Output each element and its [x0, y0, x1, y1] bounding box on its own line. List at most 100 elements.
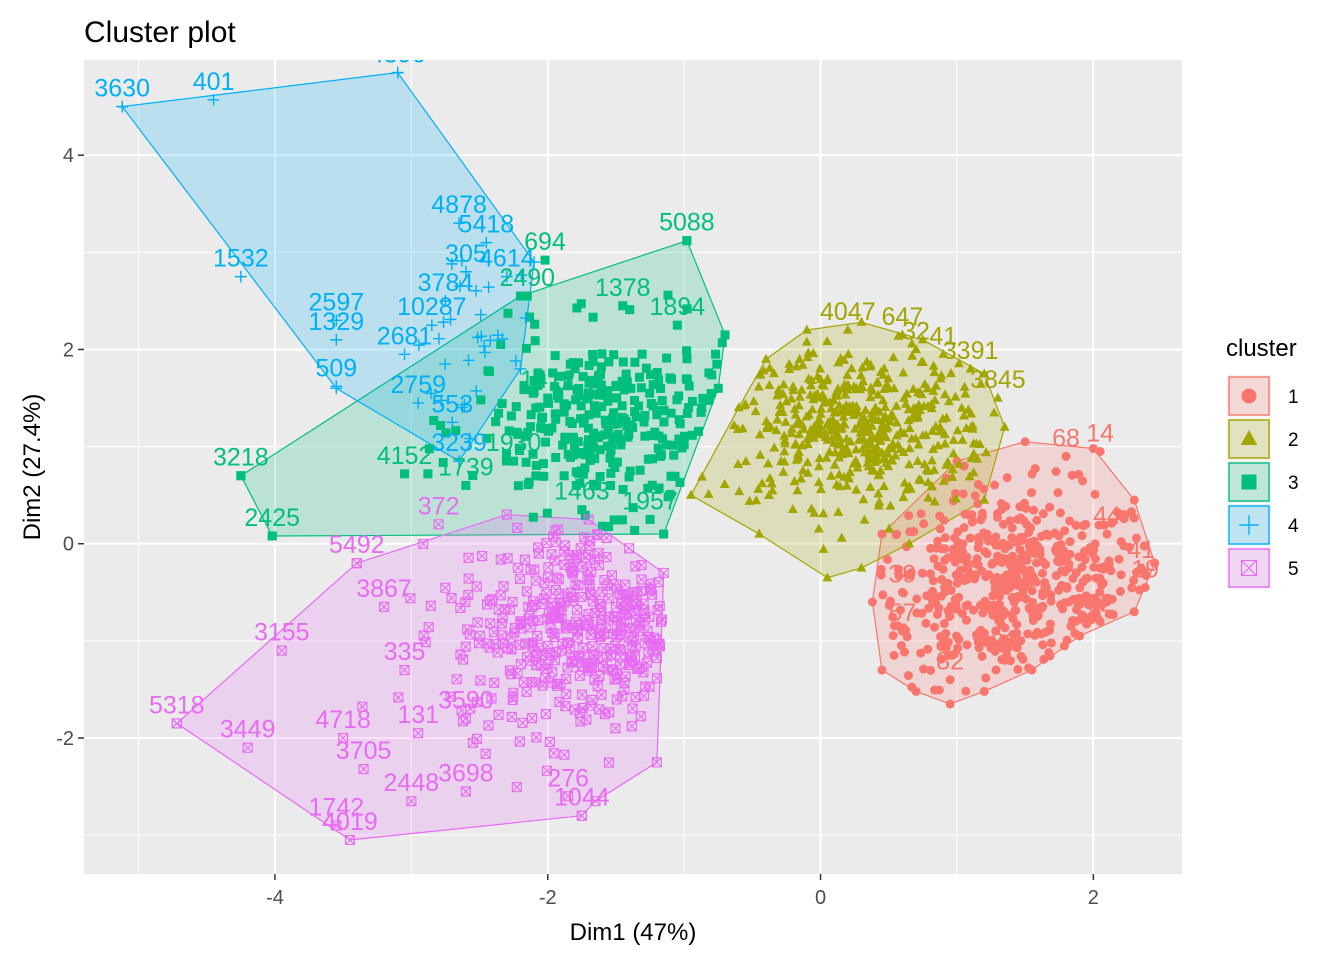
- data-point: [509, 355, 522, 367]
- data-point: [947, 464, 958, 474]
- data-point: [959, 461, 969, 471]
- point-label: 3867: [356, 575, 412, 603]
- data-point: [780, 416, 791, 426]
- data-point: [538, 593, 549, 604]
- data-point: [482, 281, 495, 294]
- data-point: [491, 417, 501, 427]
- data-point: [842, 369, 853, 379]
- data-point: [546, 549, 557, 560]
- data-point: [891, 400, 902, 410]
- data-point: [861, 439, 872, 449]
- data-point: [945, 675, 955, 685]
- legend: cluster 1 2 3 4 5: [1226, 335, 1299, 589]
- data-point: [988, 558, 998, 568]
- data-point: [659, 529, 669, 539]
- data-point: [338, 732, 349, 744]
- data-point: [779, 430, 790, 440]
- data-point: [1052, 541, 1062, 551]
- data-point: [697, 471, 708, 481]
- data-point: [880, 401, 891, 411]
- data-point: [711, 349, 721, 359]
- data-point: [682, 408, 692, 418]
- data-point: [751, 495, 762, 505]
- data-point: [406, 796, 417, 807]
- data-point: [580, 450, 590, 460]
- data-point: [656, 614, 667, 625]
- data-point: [954, 570, 964, 580]
- y-axis-title: Dim2 (27.4%): [19, 394, 46, 541]
- data-point: [628, 631, 639, 642]
- data-point: [991, 626, 1001, 636]
- data-point: [1016, 532, 1026, 542]
- data-point: [846, 363, 857, 373]
- data-point: [960, 575, 970, 585]
- data-point: [1012, 572, 1022, 582]
- point-label: 62: [1086, 589, 1114, 617]
- data-point: [550, 409, 560, 419]
- data-point: [1062, 582, 1072, 592]
- data-point: [841, 480, 852, 490]
- data-point: [925, 569, 935, 579]
- data-point: [1055, 508, 1065, 518]
- data-point: [600, 415, 610, 425]
- point-label: 68: [1052, 424, 1080, 452]
- data-point: [612, 419, 622, 429]
- point-label: 1044: [554, 784, 610, 812]
- data-point: [901, 484, 912, 494]
- data-point: [640, 411, 650, 421]
- data-point: [529, 387, 539, 397]
- data-point: [561, 619, 572, 630]
- data-point: [494, 408, 504, 418]
- data-point: [832, 385, 843, 395]
- data-point: [624, 472, 634, 482]
- point-label: 1742: [309, 793, 365, 821]
- data-point: [687, 430, 697, 440]
- data-point: [532, 648, 543, 660]
- data-point: [693, 426, 703, 436]
- data-point: [654, 483, 664, 493]
- cluster-4-points: [116, 66, 540, 468]
- data-point: [997, 558, 1007, 568]
- data-point: [548, 368, 558, 378]
- point-label: 1329: [309, 308, 365, 336]
- data-point: [606, 480, 616, 490]
- data-point: [1008, 629, 1018, 639]
- data-point: [877, 447, 888, 457]
- data-point: [1038, 509, 1048, 519]
- data-point: [423, 469, 433, 479]
- data-point: [989, 480, 999, 490]
- data-point: [1002, 473, 1012, 483]
- data-point: [834, 469, 845, 479]
- data-point: [630, 407, 640, 417]
- data-point: [588, 357, 598, 367]
- legend-key-marker: [1240, 559, 1258, 577]
- legend-key-4: [1227, 504, 1271, 546]
- data-point: [636, 383, 646, 393]
- data-point: [1023, 629, 1033, 639]
- data-point: [344, 834, 356, 846]
- data-point: [628, 423, 638, 433]
- data-point: [942, 456, 953, 466]
- data-point: [873, 469, 884, 479]
- data-point: [674, 434, 684, 444]
- data-point: [687, 396, 697, 406]
- data-point: [807, 404, 818, 414]
- legend-label: 3: [1288, 473, 1299, 494]
- data-point: [595, 631, 606, 642]
- data-point: [618, 301, 628, 311]
- data-point: [653, 443, 663, 453]
- data-point: [358, 764, 369, 775]
- data-point: [453, 455, 465, 468]
- data-point: [479, 346, 491, 359]
- data-point: [630, 525, 640, 535]
- legend-label: 4: [1288, 516, 1299, 537]
- data-point: [634, 401, 644, 411]
- data-point: [116, 100, 129, 113]
- data-point: [645, 370, 655, 380]
- data-point: [733, 458, 743, 468]
- data-point: [924, 603, 934, 613]
- data-point: [973, 479, 983, 489]
- legend-key-2: [1227, 418, 1271, 460]
- data-point: [207, 93, 220, 106]
- data-point: [868, 465, 879, 475]
